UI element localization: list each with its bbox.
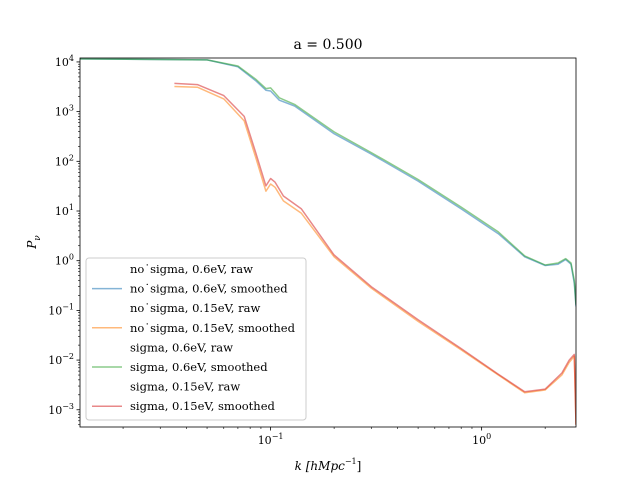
y-tick-label: 10−3 xyxy=(48,402,74,417)
legend-box xyxy=(85,257,307,421)
legend-entry-label: no˙sigma, 0.6eV, smoothed xyxy=(130,282,288,296)
legend-entry-label: sigma, 0.15eV, raw xyxy=(130,380,240,394)
y-tick-label: 103 xyxy=(55,104,74,119)
legend-entry-label: sigma, 0.6eV, raw xyxy=(130,340,233,354)
plot-area xyxy=(80,58,576,425)
y-tick-label: 10−1 xyxy=(48,302,74,317)
legend-entry-label: no˙sigma, 0.15eV, smoothed xyxy=(130,321,296,335)
legend-entry-label: no˙sigma, 0.15eV, raw xyxy=(130,301,260,315)
x-tick-label: 100 xyxy=(472,432,491,447)
y-tick-label: 104 xyxy=(55,54,74,69)
series-line-5 xyxy=(80,58,576,305)
axes-frame xyxy=(79,57,577,428)
y-tick-label: 10−2 xyxy=(48,352,74,367)
series-line-1 xyxy=(80,58,576,307)
legend-entry-label: no˙sigma, 0.6eV, raw xyxy=(130,262,253,276)
chart-title: a = 0.500 xyxy=(293,37,362,53)
y-axis-label: Pν xyxy=(25,235,43,250)
legend-entry-label: sigma, 0.15eV, smoothed xyxy=(130,399,276,413)
legend: no˙sigma, 0.6eV, raw no˙sigma, 0.6eV, smo… xyxy=(85,257,307,421)
y-tick-label: 101 xyxy=(55,203,74,218)
x-tick-label: 10−1 xyxy=(258,432,284,447)
series-line-7 xyxy=(174,82,576,425)
legend-entry-label: sigma, 0.6eV, smoothed xyxy=(130,360,268,374)
tick-marks: 10−1 100 10−3 10−2 10−1 100 101 102 103 104 xyxy=(48,54,546,447)
x-axis-label: k [hMpc−1] xyxy=(295,457,362,473)
y-tick-label: 100 xyxy=(55,253,74,268)
series-line-3 xyxy=(174,85,576,425)
y-tick-label: 102 xyxy=(55,153,74,168)
